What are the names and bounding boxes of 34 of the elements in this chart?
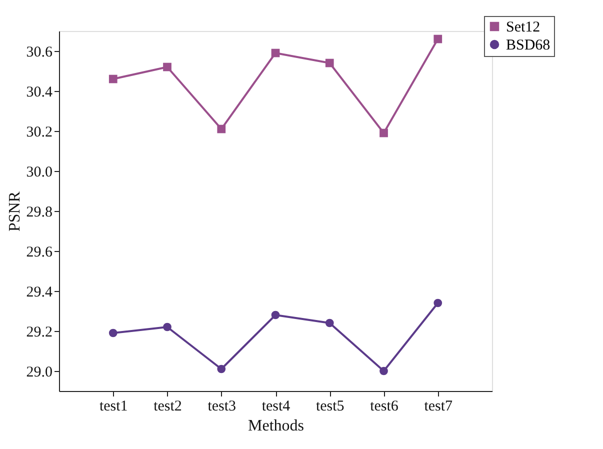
x-tick-label: test3 [208, 398, 236, 414]
y-tick-label: 30.2 [26, 124, 52, 140]
y-tick-label: 30.6 [26, 44, 53, 60]
point [380, 366, 388, 376]
point [380, 128, 388, 138]
point [271, 48, 280, 58]
point [434, 34, 442, 44]
y-tick-label: 29.4 [26, 284, 53, 300]
point [163, 62, 172, 72]
y-axis-title: PSNR [6, 191, 24, 232]
point [108, 328, 118, 338]
x-tick-label: test6 [370, 398, 399, 414]
y-tick-label: 30.0 [26, 164, 52, 180]
point [217, 364, 226, 374]
point [325, 318, 334, 328]
x-tick-label: test1 [99, 398, 128, 414]
y-tick-label: 29.0 [26, 364, 52, 380]
x-tick-label: test2 [154, 398, 182, 414]
point [108, 74, 118, 84]
point [434, 298, 442, 308]
point [163, 322, 172, 332]
y-tick-label: 29.2 [26, 324, 52, 340]
y-tick-label: 30.4 [26, 84, 53, 100]
point [217, 124, 226, 134]
x-tick-label: test4 [262, 398, 291, 414]
legend-label: Set12 [506, 20, 540, 36]
y-tick-label: 29.6 [26, 244, 53, 260]
x-tick-label: test5 [316, 398, 344, 414]
point [271, 310, 280, 320]
legend-label: BSD68 [506, 38, 550, 54]
y-tick-label: 29.8 [26, 204, 52, 220]
x-axis-title: Methods [248, 418, 304, 434]
x-tick-label: test7 [424, 398, 454, 414]
point [325, 58, 334, 68]
